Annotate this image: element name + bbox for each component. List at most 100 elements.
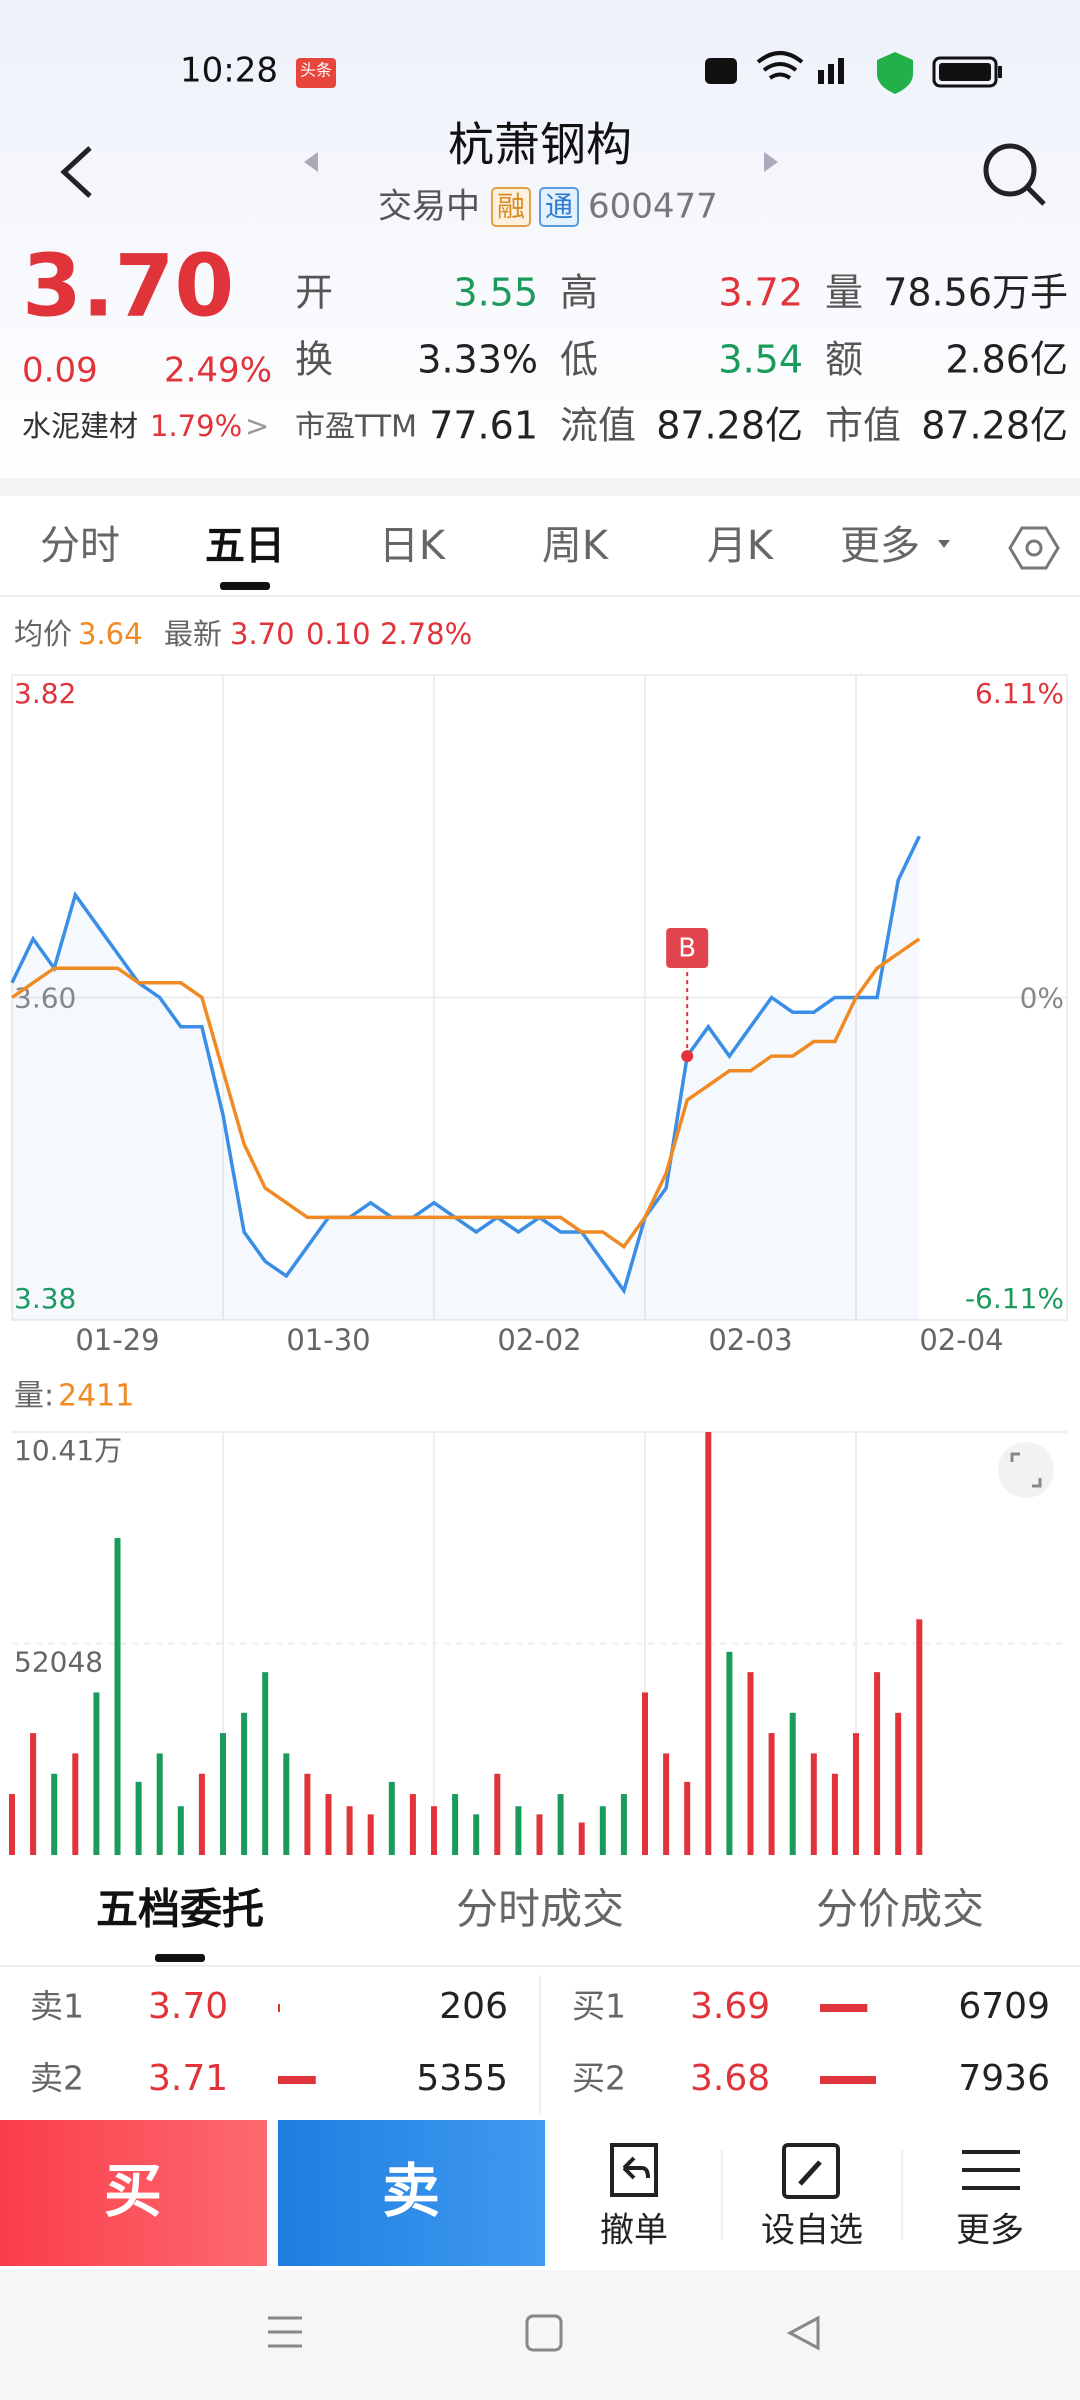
y-tick-label: 3.82 xyxy=(14,677,76,710)
tab-underline xyxy=(220,582,270,590)
volume-bar xyxy=(283,1753,290,1855)
tag-connect: 通 xyxy=(545,190,573,223)
settings-icon[interactable] xyxy=(1008,526,1060,570)
book-price: 3.70 xyxy=(148,1986,228,2027)
nav-home[interactable] xyxy=(525,2314,563,2352)
tag-margin: 融 xyxy=(497,190,525,223)
sector-pct[interactable]: 1.79% xyxy=(150,409,242,443)
book-tab[interactable]: 五档委托 xyxy=(96,1885,264,1934)
x-tick-label: 02-04 xyxy=(919,1323,1003,1357)
volume-bar xyxy=(810,1753,817,1855)
legend-text: 3.64 xyxy=(78,617,143,651)
volume-bar xyxy=(620,1794,627,1855)
series-line xyxy=(10,835,921,1295)
field-label: 换 xyxy=(295,338,333,382)
more-icon[interactable] xyxy=(962,2150,1020,2190)
volume-bar xyxy=(177,1806,184,1855)
book-price: 3.69 xyxy=(690,1986,770,2027)
volume-bar xyxy=(789,1712,796,1855)
sector-name: 水泥建材 xyxy=(22,409,138,443)
volume-bar xyxy=(367,1814,374,1855)
field-value: 3.55 xyxy=(453,271,538,315)
volume-bar xyxy=(93,1692,100,1855)
volume-bar xyxy=(473,1814,480,1855)
watch-label[interactable]: 设自选 xyxy=(761,2211,863,2251)
nav-back[interactable] xyxy=(786,2315,820,2351)
legend-text: 0.10 xyxy=(306,617,371,651)
expand-button[interactable] xyxy=(998,1442,1054,1498)
search-button[interactable] xyxy=(983,143,1046,206)
field-value: 2.86亿 xyxy=(945,338,1068,382)
field-label: 市盈TTM xyxy=(295,410,417,445)
volume-bar xyxy=(409,1794,416,1855)
y2-tick-label: -6.11% xyxy=(965,1282,1064,1315)
volume-bar xyxy=(156,1753,163,1855)
x-tick-label: 02-02 xyxy=(497,1323,581,1357)
field-label: 量 xyxy=(825,271,863,315)
cancel-label[interactable]: 撤单 xyxy=(600,2211,668,2251)
field-value: 3.72 xyxy=(718,271,803,315)
more-label[interactable]: 更多 xyxy=(956,2211,1024,2251)
volume-bar xyxy=(726,1651,733,1855)
sector-arrow[interactable]: > xyxy=(245,409,269,443)
book-tab[interactable]: 分时成交 xyxy=(456,1885,624,1934)
sell-label[interactable]: 卖 xyxy=(382,2157,440,2225)
volume-bar xyxy=(494,1773,501,1855)
buy-button[interactable] xyxy=(0,2120,267,2266)
volume-bar xyxy=(452,1794,459,1855)
volume-bar xyxy=(642,1692,648,1855)
period-tab[interactable]: 五日 xyxy=(205,523,285,569)
marker-label: B xyxy=(678,934,696,964)
divider-band xyxy=(0,478,1080,496)
back-button[interactable] xyxy=(60,146,92,198)
volume-bar xyxy=(30,1733,37,1855)
volume-bar xyxy=(747,1672,754,1855)
y-tick-label: 3.38 xyxy=(14,1282,76,1315)
tag-box xyxy=(491,187,531,227)
volume-chart: 10.41万 52048 xyxy=(9,1431,1067,1855)
prev-stock[interactable] xyxy=(304,152,318,172)
price-change: 0.09 xyxy=(22,351,98,391)
cancel-icon[interactable] xyxy=(610,2143,658,2197)
period-tab[interactable]: 分时 xyxy=(40,523,120,569)
volume-bar xyxy=(431,1806,437,1855)
legend-text: 最新 xyxy=(164,617,222,651)
price-legend: 均价 3.64 最新 3.70 0.10 2.78% xyxy=(14,617,472,651)
book-tabs-bg xyxy=(0,1860,1080,1964)
watch-icon[interactable] xyxy=(782,2143,840,2199)
book-volume-bar xyxy=(278,2076,316,2084)
book-label: 买1 xyxy=(572,1987,626,2026)
volume-bar xyxy=(768,1733,775,1855)
period-tab[interactable]: 日K xyxy=(379,523,447,569)
volume-bar xyxy=(536,1814,543,1855)
price-area xyxy=(12,836,920,1320)
volume-bar xyxy=(515,1806,522,1855)
period-tab[interactable]: 更多 xyxy=(840,523,920,569)
book-tabs: 五档委托 分时成交 分价成交 xyxy=(96,1885,984,1962)
book-label: 卖1 xyxy=(30,1987,84,2026)
next-stock[interactable] xyxy=(764,152,778,172)
volume-bar xyxy=(831,1773,838,1855)
period-tab[interactable]: 月K xyxy=(707,523,775,569)
field-label: 高 xyxy=(560,271,598,315)
sell-button[interactable] xyxy=(278,2120,545,2266)
field-value: 3.33% xyxy=(417,338,538,382)
status-time: 10:28 xyxy=(180,51,278,91)
y2-tick-label: 0% xyxy=(1020,982,1064,1015)
volume-bar xyxy=(135,1781,142,1855)
volume-bar xyxy=(9,1794,15,1855)
nav-menu[interactable] xyxy=(268,2316,302,2348)
trade-status: 交易中 xyxy=(378,187,480,227)
period-tab[interactable]: 周K xyxy=(542,523,610,569)
volume-bar xyxy=(557,1794,564,1855)
field-label: 市值 xyxy=(825,404,901,448)
x-tick-label: 02-03 xyxy=(708,1323,792,1357)
buy-label[interactable]: 买 xyxy=(104,2157,162,2225)
book-price: 3.68 xyxy=(690,2058,770,2099)
book-tab[interactable]: 分价成交 xyxy=(816,1885,984,1934)
nav-bar xyxy=(0,2270,1080,2400)
field-value: 3.54 xyxy=(718,338,803,382)
tag-box xyxy=(539,187,579,227)
